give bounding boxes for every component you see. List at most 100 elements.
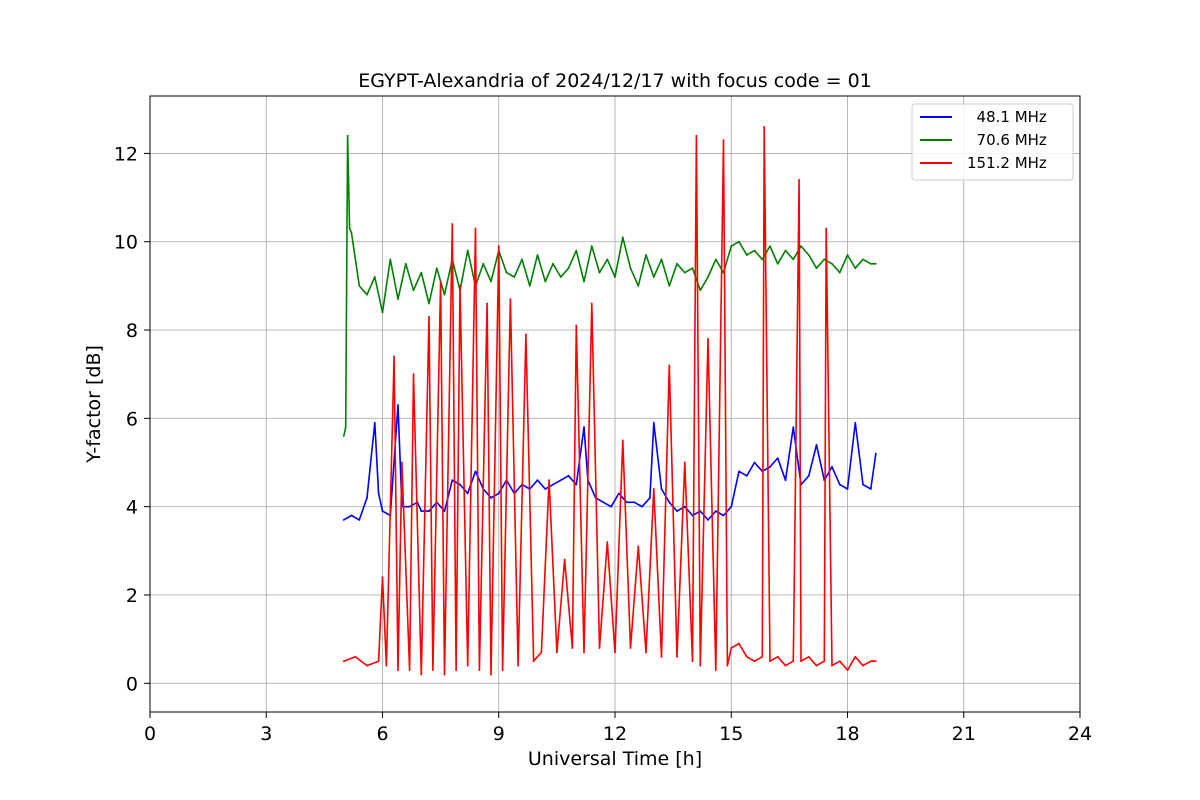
data-point: [874, 660, 877, 663]
data-point: [726, 664, 729, 667]
data-point: [575, 324, 578, 327]
data-point: [660, 655, 663, 658]
data-point: [459, 483, 461, 486]
data-point: [571, 647, 574, 649]
data-point: [536, 479, 539, 482]
data-point: [652, 421, 655, 424]
data-point: [532, 660, 535, 663]
data-point: [590, 302, 593, 305]
data-point: [776, 262, 779, 265]
data-point: [763, 126, 766, 128]
data-point: [342, 519, 345, 521]
data-point: [800, 245, 802, 248]
data-point: [621, 236, 624, 239]
data-point: [695, 134, 698, 137]
data-point: [831, 262, 833, 265]
data-point: [389, 258, 392, 261]
data-point: [455, 669, 458, 671]
data-point: [707, 519, 709, 521]
data-point: [668, 501, 671, 504]
data-point: [807, 254, 810, 256]
legend-label: 151.2 MHz: [967, 154, 1047, 172]
data-point: [798, 178, 800, 181]
data-point: [730, 245, 733, 248]
data-point: [722, 139, 725, 142]
data-point: [451, 479, 454, 482]
data-point: [792, 258, 795, 261]
data-point: [354, 655, 357, 658]
data-point: [761, 655, 764, 658]
data-point: [668, 284, 671, 287]
y-tick-label: 6: [126, 408, 138, 430]
data-point: [583, 426, 585, 429]
data-point: [792, 426, 795, 429]
data-point: [606, 258, 609, 261]
data-point: [439, 280, 442, 283]
data-point: [474, 227, 477, 230]
data-point: [559, 479, 562, 482]
data-point: [769, 660, 771, 663]
data-point: [769, 466, 771, 468]
data-point: [420, 510, 423, 512]
data-point: [648, 496, 651, 499]
data-point: [745, 655, 748, 658]
data-point: [776, 655, 779, 658]
data-point: [838, 483, 841, 486]
data-point: [792, 660, 795, 663]
data-point: [714, 258, 717, 261]
data-point: [730, 647, 733, 649]
data-point: [466, 492, 469, 495]
data-point: [459, 284, 461, 287]
data-point: [400, 461, 403, 464]
data-point: [490, 673, 492, 676]
x-tick-label: 0: [144, 723, 156, 745]
data-point: [536, 254, 539, 256]
data-point: [854, 421, 857, 424]
data-point: [563, 558, 566, 561]
data-point: [466, 249, 469, 252]
data-point: [862, 664, 864, 667]
data-point: [373, 276, 376, 278]
data-point: [428, 510, 430, 512]
data-point: [412, 373, 415, 376]
data-point: [846, 669, 849, 671]
data-point: [869, 488, 872, 490]
data-point: [738, 642, 740, 645]
data-point: [377, 492, 380, 495]
data-point: [730, 505, 733, 508]
data-point: [645, 651, 647, 654]
data-point: [637, 284, 640, 287]
data-point: [683, 271, 686, 274]
data-point: [652, 276, 655, 278]
data-point: [366, 664, 368, 667]
data-point: [745, 474, 748, 477]
series-1: [342, 404, 877, 521]
data-point: [466, 664, 469, 667]
data-point: [474, 470, 477, 473]
data-point: [486, 302, 489, 305]
data-point: [637, 545, 640, 548]
data-point: [862, 483, 864, 486]
data-point: [625, 501, 628, 504]
data-point: [540, 651, 543, 654]
data-point: [431, 669, 434, 671]
data-point: [497, 492, 500, 495]
data-point: [408, 505, 411, 508]
y-tick-label: 10: [114, 232, 138, 254]
data-point: [346, 134, 349, 137]
data-point: [342, 435, 345, 437]
data-point: [753, 660, 756, 663]
data-point: [513, 276, 516, 278]
x-tick-label: 15: [719, 723, 743, 745]
data-point: [344, 426, 347, 429]
y-tick-label: 4: [126, 497, 138, 519]
data-point: [769, 245, 771, 248]
data-point: [428, 315, 430, 318]
data-point: [753, 461, 756, 464]
data-point: [807, 474, 810, 477]
data-point: [559, 276, 562, 278]
data-point: [381, 576, 384, 579]
data-point: [443, 510, 446, 512]
data-point: [583, 651, 585, 654]
